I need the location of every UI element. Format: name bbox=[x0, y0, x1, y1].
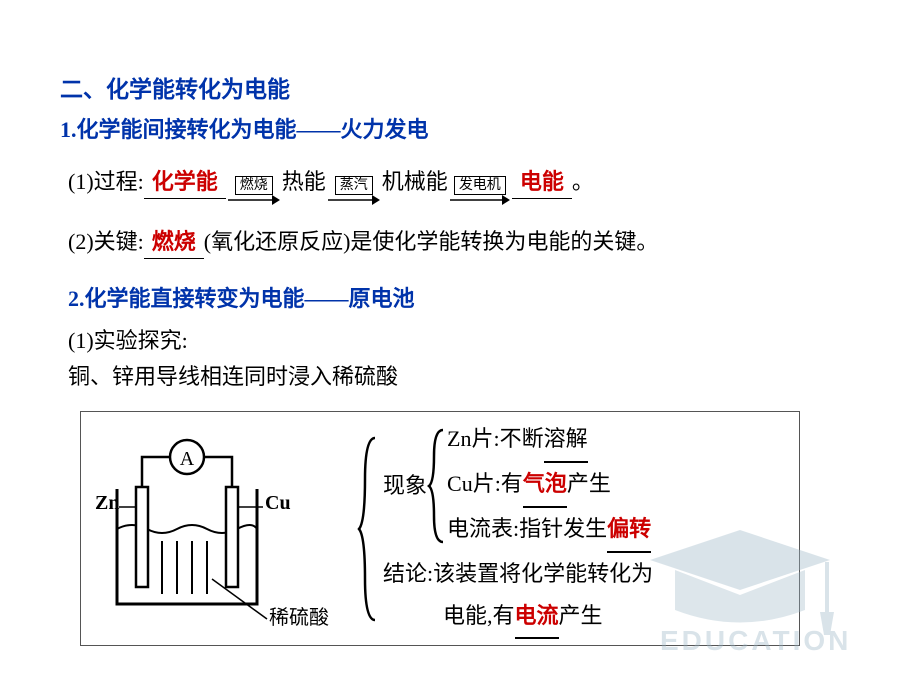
conclusion-1: 结论:该装置将化学能转化为 bbox=[383, 553, 653, 595]
arrow-1-after: 热能 bbox=[282, 164, 326, 196]
sub2a: (1)实验探究: bbox=[68, 323, 860, 355]
key-blank: 燃烧 bbox=[144, 224, 204, 259]
subheading-2: 2.化学能直接转变为电能——原电池 bbox=[68, 281, 860, 313]
arrow-icon bbox=[450, 194, 510, 206]
arrow-3-label: 发电机 bbox=[454, 176, 506, 195]
arrow-1: 燃烧 bbox=[228, 176, 280, 206]
apparatus-diagram: A Zn Cu 稀硫酸 bbox=[87, 429, 357, 629]
process-blank-1: 化学能 bbox=[144, 164, 226, 199]
obs-2: Cu片:有气泡产生 bbox=[447, 463, 651, 508]
conclusion-2: 电能,有电流产生 bbox=[383, 595, 653, 640]
arrow-icon bbox=[328, 194, 380, 206]
arrow-2: 蒸汽 bbox=[328, 176, 380, 206]
diagram-container: A Zn Cu 稀硫酸 bbox=[80, 411, 800, 646]
obs-3: 电流表:指针发生偏转 bbox=[447, 508, 651, 553]
process-label: (1)过程: bbox=[68, 164, 144, 196]
cu-label: Cu bbox=[265, 492, 291, 514]
description: 铜、锌用导线相连同时浸入稀硫酸 bbox=[68, 359, 860, 391]
key-prefix: (2)关键: bbox=[68, 229, 144, 254]
obs2-red: 气泡 bbox=[523, 463, 567, 508]
brace-large-icon bbox=[357, 434, 379, 624]
process-row: (1)过程: 化学能 燃烧 热能 蒸汽 机械能 发电机 电能 。 bbox=[68, 164, 860, 206]
key-row: (2)关键:燃烧(氧化还原反应)是使化学能转换为电能的关键。 bbox=[68, 224, 860, 259]
arrow-3: 发电机 bbox=[450, 176, 510, 206]
electrolyte-label: 稀硫酸 bbox=[269, 606, 329, 629]
subheading-1: 1.化学能间接转化为电能——火力发电 bbox=[60, 112, 860, 144]
obs-1: Zn片:不断溶解 bbox=[447, 418, 651, 463]
arrow-2-after: 机械能 bbox=[382, 164, 448, 196]
process-tail: 。 bbox=[572, 164, 594, 196]
concl-red: 电流 bbox=[515, 595, 559, 640]
section-title: 二、化学能转化为电能 bbox=[60, 70, 860, 104]
obs1-underline: 溶解 bbox=[544, 418, 588, 463]
arrow-2-label: 蒸汽 bbox=[335, 176, 373, 195]
observations-block: 现象 Zn片:不断溶解 Cu片:有气泡产生 电流表:指针发生偏转 bbox=[383, 418, 653, 639]
zn-label: Zn bbox=[95, 492, 119, 514]
arrow-1-label: 燃烧 bbox=[235, 176, 273, 195]
arrow-icon bbox=[228, 194, 280, 206]
phenomenon-label: 现象 bbox=[383, 465, 427, 507]
process-blank-2: 电能 bbox=[512, 164, 572, 199]
key-suffix: (氧化还原反应)是使化学能转换为电能的关键。 bbox=[204, 229, 659, 254]
obs3-red: 偏转 bbox=[607, 508, 651, 553]
meter-label: A bbox=[180, 448, 195, 470]
brace-small-icon bbox=[427, 426, 447, 546]
